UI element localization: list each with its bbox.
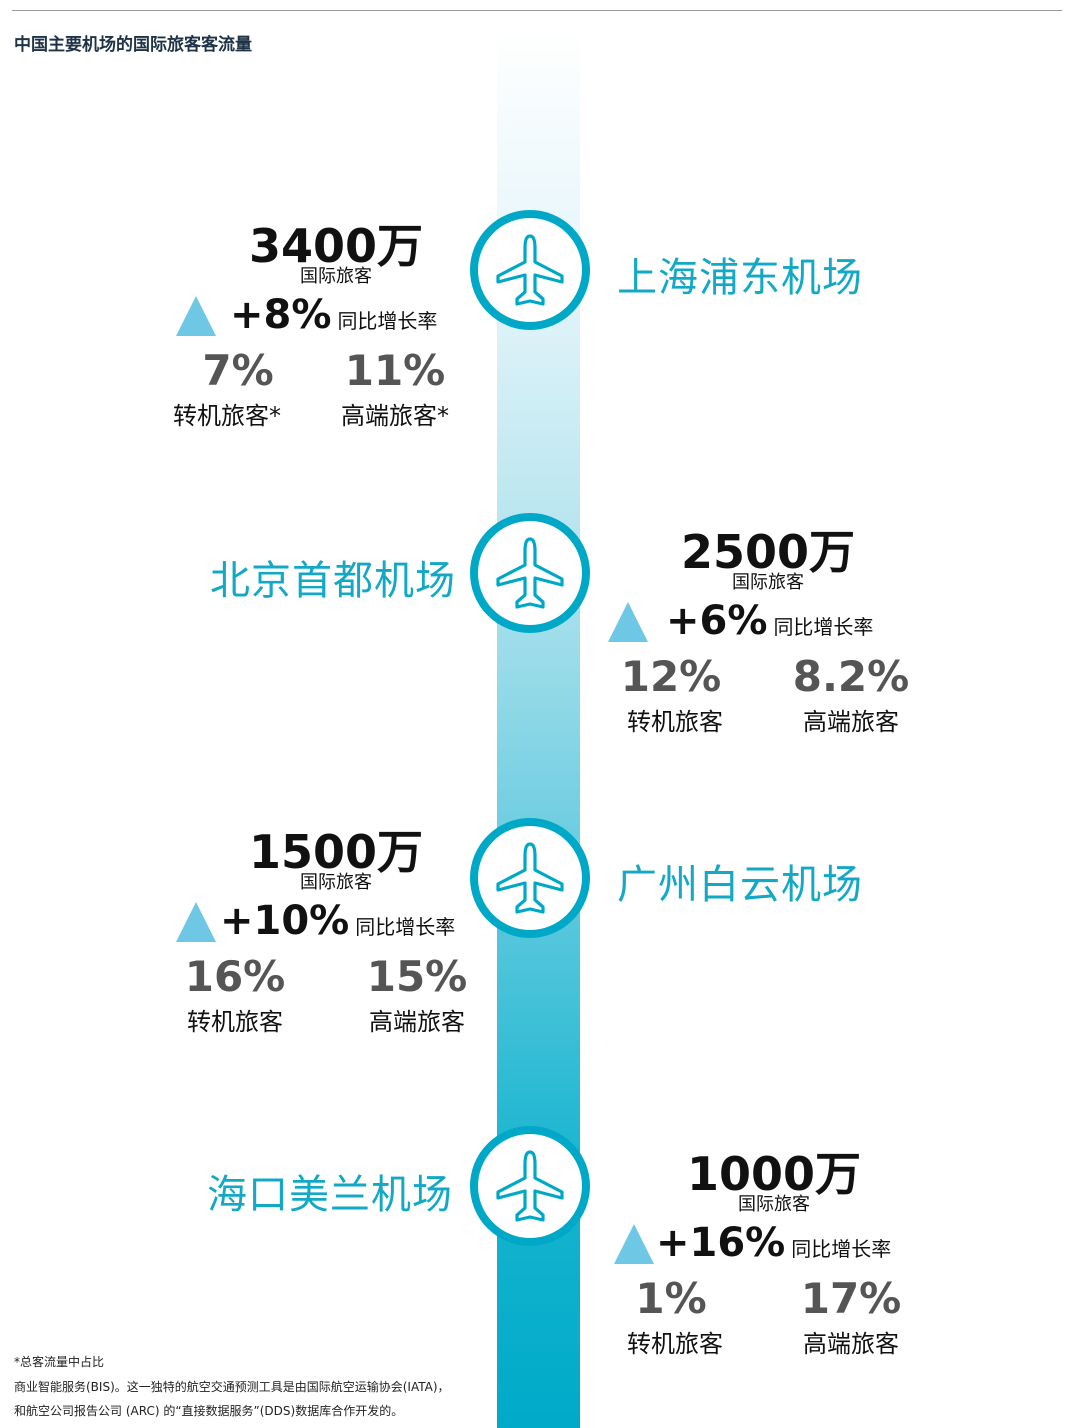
growth-value: +10% [220, 898, 350, 944]
transfer-label: 转机旅客 [627, 708, 723, 736]
transfer-label: 转机旅客 [627, 1330, 723, 1358]
premium-label: 高端旅客 [369, 1008, 465, 1036]
airport-name: 海口美兰机场 [207, 1172, 453, 1218]
airport-name: 广州白云机场 [617, 862, 863, 908]
growth-row: +16% 同比增长率 [656, 1220, 891, 1266]
premium-label: 高端旅客 [803, 1330, 899, 1358]
airport-name: 北京首都机场 [210, 558, 456, 604]
passenger-count: 1000万 [686, 1147, 862, 1201]
premium-pct: 17% [800, 1274, 902, 1323]
growth-up-triangle-icon [176, 902, 216, 942]
yoy-label: 同比增长率 [337, 309, 438, 333]
premium-label: 高端旅客* [341, 402, 449, 430]
yoy-label: 同比增长率 [773, 615, 874, 639]
passenger-count: 2500万 [680, 525, 856, 579]
growth-up-triangle-icon [608, 602, 648, 642]
airplane-icon [496, 842, 564, 914]
passenger-label: 国际旅客 [738, 1194, 810, 1215]
premium-pct: 15% [366, 952, 468, 1001]
growth-up-triangle-icon [614, 1224, 654, 1264]
passenger-count: 1500万 [248, 825, 424, 879]
transfer-label: 转机旅客* [173, 402, 281, 430]
transfer-pct: 1% [635, 1274, 707, 1323]
top-divider [12, 10, 1062, 11]
passenger-label: 国际旅客 [732, 572, 804, 593]
growth-row: +8% 同比增长率 [230, 292, 437, 338]
growth-value: +6% [666, 598, 768, 644]
growth-up-triangle-icon [176, 296, 216, 336]
airport-name: 上海浦东机场 [617, 255, 863, 301]
premium-label: 高端旅客 [803, 708, 899, 736]
transfer-label: 转机旅客 [187, 1008, 283, 1036]
yoy-label: 同比增长率 [355, 915, 456, 939]
airport-node-baiyun [470, 818, 590, 938]
transfer-pct: 7% [202, 346, 274, 395]
footnote-source-1: 商业智能服务(BIS)。这一独特的航空交通预测工具是由国际航空运输协会(IATA… [14, 1380, 450, 1394]
growth-value: +8% [230, 292, 332, 338]
growth-row: +10% 同比增长率 [220, 898, 455, 944]
airplane-icon [496, 1150, 564, 1222]
passenger-count: 3400万 [248, 219, 424, 273]
airport-node-pudong [470, 210, 590, 330]
premium-pct: 11% [344, 346, 446, 395]
passenger-label: 国际旅客 [300, 266, 372, 287]
transfer-pct: 16% [184, 952, 286, 1001]
page-title: 中国主要机场的国际旅客客流量 [14, 35, 252, 55]
airplane-icon [496, 234, 564, 306]
airport-node-meilan [470, 1126, 590, 1246]
airport-node-capital [470, 513, 590, 633]
footnote-source-2: 和航空公司报告公司 (ARC) 的“直接数据服务”(DDS)数据库合作开发的。 [14, 1404, 404, 1418]
passenger-label: 国际旅客 [300, 872, 372, 893]
growth-value: +16% [656, 1220, 786, 1266]
footnote-asterisk: *总客流量中占比 [14, 1355, 105, 1369]
transfer-pct: 12% [620, 652, 722, 701]
growth-row: +6% 同比增长率 [666, 598, 873, 644]
premium-pct: 8.2% [792, 652, 910, 701]
airplane-icon [496, 537, 564, 609]
yoy-label: 同比增长率 [791, 1237, 892, 1261]
